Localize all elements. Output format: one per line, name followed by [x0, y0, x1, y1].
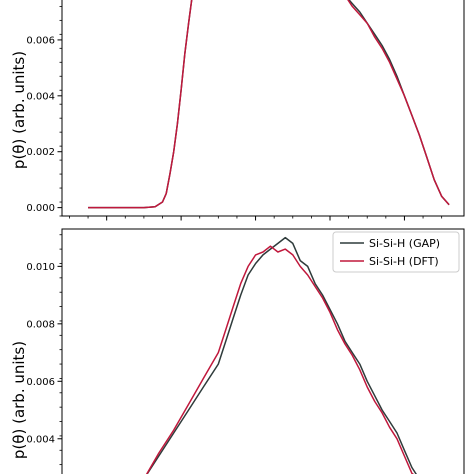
y-tick-label: 0.006 — [26, 35, 55, 46]
legend-box — [332, 231, 460, 273]
dft-series-line — [145, 245, 415, 474]
legend-label-gap: Si-Si-H (GAP) — [369, 237, 440, 250]
bottom-plot-frame — [61, 228, 465, 474]
bottom-ylabel: p(θ) (arb. units) — [10, 341, 28, 459]
y-tick-label: 0.010 — [26, 262, 55, 273]
top-plot-frame — [61, 0, 465, 217]
gap-series-line — [146, 236, 417, 474]
y-tick-label: 0.002 — [26, 147, 55, 158]
legend-label-dft: Si-Si-H (DFT) — [369, 255, 439, 268]
legend: Si-Si-H (GAP) Si-Si-H (DFT) — [332, 231, 460, 273]
gap-series-line — [88, 0, 450, 209]
y-tick-label: 0.006 — [26, 377, 55, 388]
y-tick-label: 0.008 — [26, 319, 55, 330]
top-ylabel: p(θ) (arb. units) — [10, 51, 28, 169]
dft-series-line — [88, 0, 450, 209]
y-tick-label: 0.000 — [26, 203, 55, 214]
top-panel: p(θ) (arb. units) 0.000 0.002 0.004 0.006 — [10, 0, 465, 221]
y-tick-label: 0.004 — [26, 434, 55, 445]
y-tick-label: 0.004 — [26, 91, 55, 102]
bottom-panel: p(θ) (arb. units) 0.004 0.006 0.008 0.010 S… — [10, 228, 465, 474]
